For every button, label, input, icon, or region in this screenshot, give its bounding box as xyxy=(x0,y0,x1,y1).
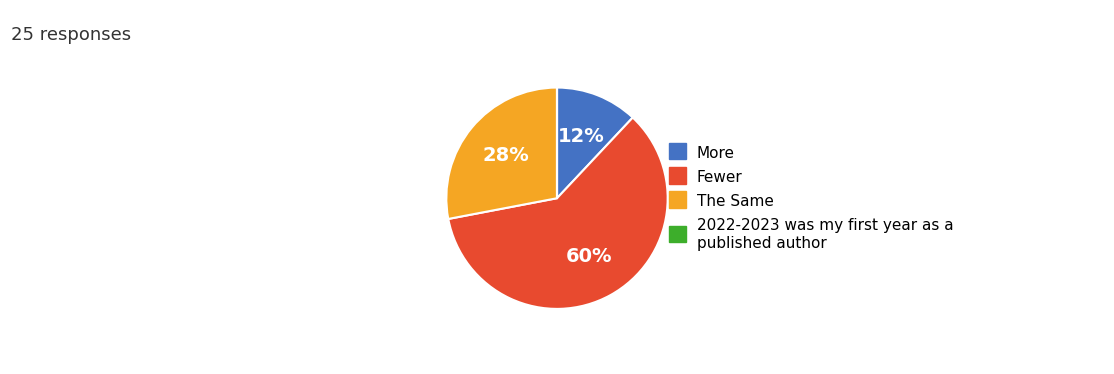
Text: 28%: 28% xyxy=(482,146,529,165)
Wedge shape xyxy=(448,117,667,309)
Text: 25 responses: 25 responses xyxy=(11,26,131,44)
Legend: More, Fewer, The Same, 2022-2023 was my first year as a
published author: More, Fewer, The Same, 2022-2023 was my … xyxy=(662,138,961,258)
Wedge shape xyxy=(557,88,633,198)
Wedge shape xyxy=(447,88,557,219)
Text: 12%: 12% xyxy=(558,127,605,146)
Text: 60%: 60% xyxy=(566,247,613,266)
